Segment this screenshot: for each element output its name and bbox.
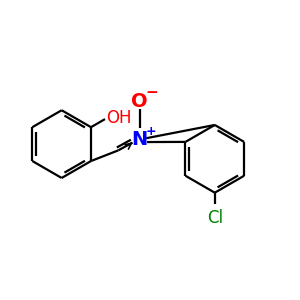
- Text: +: +: [146, 125, 156, 138]
- Text: −: −: [146, 85, 158, 100]
- Text: O: O: [131, 92, 148, 111]
- Text: N: N: [132, 130, 148, 149]
- Text: Cl: Cl: [207, 209, 223, 227]
- Text: OH: OH: [106, 109, 132, 127]
